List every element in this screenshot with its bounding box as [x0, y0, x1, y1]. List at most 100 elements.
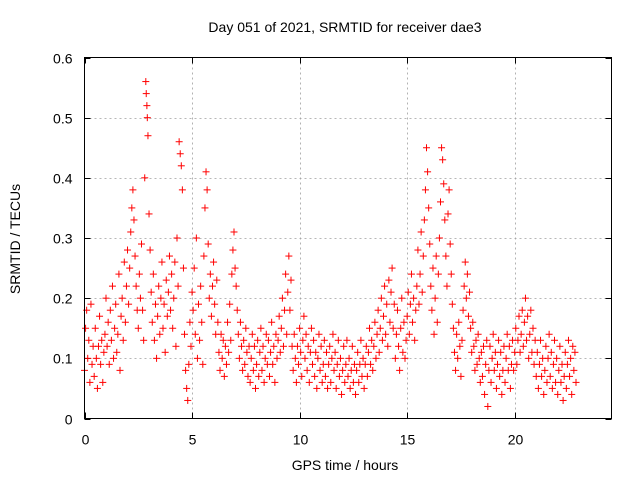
data-point	[300, 312, 308, 320]
data-point	[171, 258, 179, 266]
data-point	[278, 294, 286, 302]
data-point	[226, 300, 234, 308]
data-point	[473, 360, 481, 368]
x-tick-label: 15	[400, 432, 416, 448]
data-point	[468, 348, 476, 356]
data-point	[440, 180, 448, 188]
data-point	[141, 174, 149, 182]
data-point	[200, 252, 208, 260]
data-point	[496, 372, 504, 380]
data-point	[432, 252, 440, 260]
data-point	[291, 354, 299, 362]
data-point	[514, 336, 522, 344]
data-point	[453, 330, 461, 338]
data-point	[111, 324, 119, 332]
data-point	[449, 324, 457, 332]
data-point	[554, 390, 562, 398]
data-point	[370, 342, 378, 350]
data-point	[379, 312, 387, 320]
data-point	[564, 336, 572, 344]
data-point	[463, 270, 471, 278]
data-point	[342, 360, 350, 368]
data-point	[113, 348, 121, 356]
y-tick-label: 0	[65, 412, 73, 428]
data-point	[235, 354, 243, 362]
data-point	[198, 318, 206, 326]
data-point	[478, 372, 486, 380]
data-point	[487, 378, 495, 386]
data-point	[310, 336, 318, 344]
data-point	[357, 336, 365, 344]
data-point	[189, 306, 197, 314]
data-point	[414, 246, 422, 254]
data-point	[207, 312, 215, 320]
y-tick-label: 0.5	[53, 111, 73, 127]
data-point	[512, 324, 520, 332]
data-point	[236, 318, 244, 326]
tick-labels: 0 0.1 0.2 0.3 0.4 0.5 0.6 0 5 10 15 20	[53, 51, 523, 448]
data-point	[88, 360, 96, 368]
data-point	[272, 330, 280, 338]
data-point	[548, 384, 556, 392]
data-point	[155, 282, 163, 290]
data-point	[328, 354, 336, 362]
data-point	[239, 366, 247, 374]
data-point	[442, 252, 450, 260]
data-point	[122, 282, 130, 290]
data-point	[146, 246, 154, 254]
data-point	[191, 330, 199, 338]
y-tick-label: 0.6	[53, 51, 73, 67]
data-point	[501, 378, 509, 386]
data-point	[138, 240, 146, 248]
data-point	[202, 168, 210, 176]
data-point	[372, 354, 380, 362]
data-point	[480, 342, 488, 350]
data-point	[157, 294, 165, 302]
y-tick-label: 0.3	[53, 231, 73, 247]
axis-ticks	[84, 57, 612, 420]
data-point	[241, 360, 249, 368]
data-point	[277, 324, 285, 332]
data-point	[112, 300, 120, 308]
data-point	[145, 210, 153, 218]
data-point	[387, 288, 395, 296]
data-point	[259, 342, 267, 350]
data-point	[305, 378, 313, 386]
data-point	[276, 348, 284, 356]
data-point	[367, 360, 375, 368]
data-point	[535, 360, 543, 368]
data-point	[345, 354, 353, 362]
data-point	[412, 306, 420, 314]
data-point	[257, 324, 265, 332]
data-point	[219, 336, 227, 344]
data-point	[527, 306, 535, 314]
data-point	[238, 342, 246, 350]
data-point	[177, 162, 185, 170]
data-point	[105, 360, 113, 368]
data-point	[304, 342, 312, 350]
data-point	[457, 372, 465, 380]
data-point	[421, 186, 429, 194]
data-point	[262, 330, 270, 338]
data-point	[142, 78, 150, 86]
data-point	[86, 378, 94, 386]
data-point	[336, 354, 344, 362]
data-point	[206, 270, 214, 278]
data-point	[559, 396, 567, 404]
data-point	[467, 324, 475, 332]
data-point	[275, 312, 283, 320]
data-point	[108, 282, 116, 290]
data-point	[426, 240, 434, 248]
data-point	[289, 366, 297, 374]
data-point	[82, 324, 90, 332]
data-point	[104, 318, 112, 326]
data-point	[256, 348, 264, 356]
data-point	[456, 342, 464, 350]
data-point	[341, 378, 349, 386]
data-point	[466, 288, 474, 296]
y-tick-label: 0.4	[53, 171, 73, 187]
data-point	[495, 336, 503, 344]
data-point	[549, 360, 557, 368]
data-point	[185, 360, 193, 368]
data-point	[517, 330, 525, 338]
